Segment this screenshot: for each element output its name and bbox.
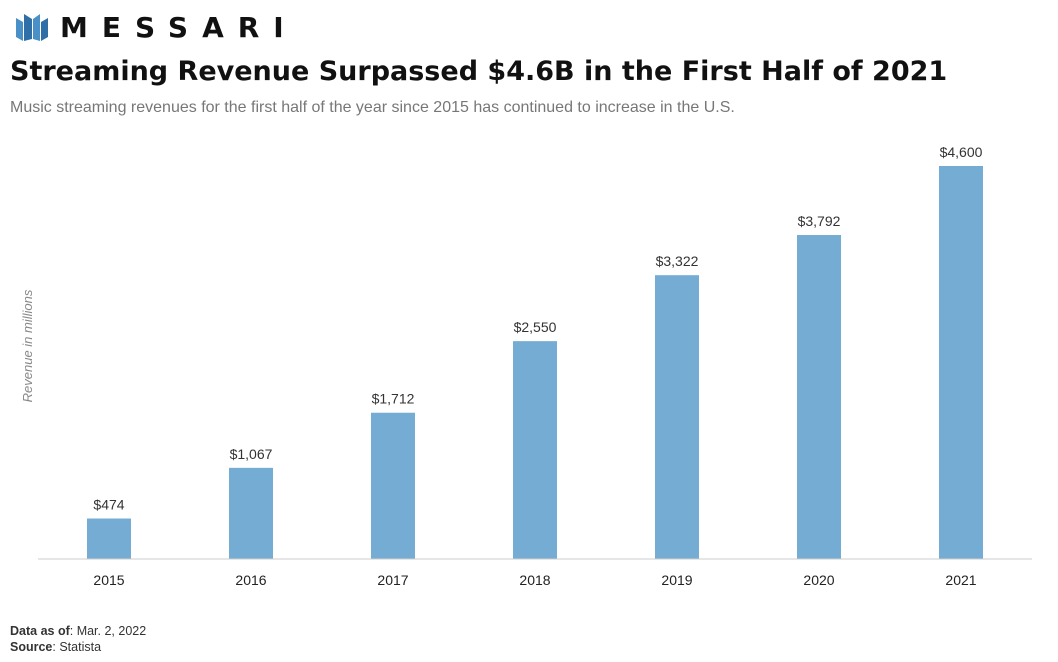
bar-2018 [513,341,557,559]
x-tick-2016: 2016 [235,572,266,588]
bar-2017 [371,412,415,559]
data-as-of-value: : Mar. 2, 2022 [69,624,147,638]
data-label-2018: $2,550 [514,319,557,335]
bar-2020 [797,235,841,559]
brand-header: MESSARI [14,10,298,44]
y-axis-label: Revenue in millions [20,289,35,402]
source-value: : Statista [52,640,102,654]
data-label-2021: $4,600 [940,144,983,160]
data-as-of-label: Data as of [10,624,70,638]
x-tick-2015: 2015 [93,572,124,588]
page-title: Streaming Revenue Surpassed $4.6B in the… [10,56,948,87]
x-tick-2017: 2017 [377,572,408,588]
footer-data-as-of: Data as of: Mar. 2, 2022 [10,624,146,638]
bar-2021 [939,166,983,559]
messari-logo-icon [16,14,48,41]
data-label-2015: $474 [93,497,124,513]
x-tick-2018: 2018 [519,572,550,588]
data-label-2019: $3,322 [656,253,699,269]
x-tick-2021: 2021 [945,572,976,588]
bar-2016 [229,467,273,559]
data-label-2020: $3,792 [798,213,841,229]
footer-source: Source: Statista [10,640,101,654]
brand-name: MESSARI [60,10,298,44]
page-subtitle: Music streaming revenues for the first h… [10,99,735,116]
x-tick-2019: 2019 [661,572,692,588]
source-label: Source [10,640,53,654]
data-label-2017: $1,712 [372,391,415,407]
bars-layer: $474 2015 $1,067 2016 $1,712 2017 $2,550 2018 $3… [87,144,983,588]
x-tick-2020: 2020 [803,572,834,588]
bar-2019 [655,275,699,559]
data-label-2016: $1,067 [230,446,273,462]
bar-2015 [87,518,131,559]
